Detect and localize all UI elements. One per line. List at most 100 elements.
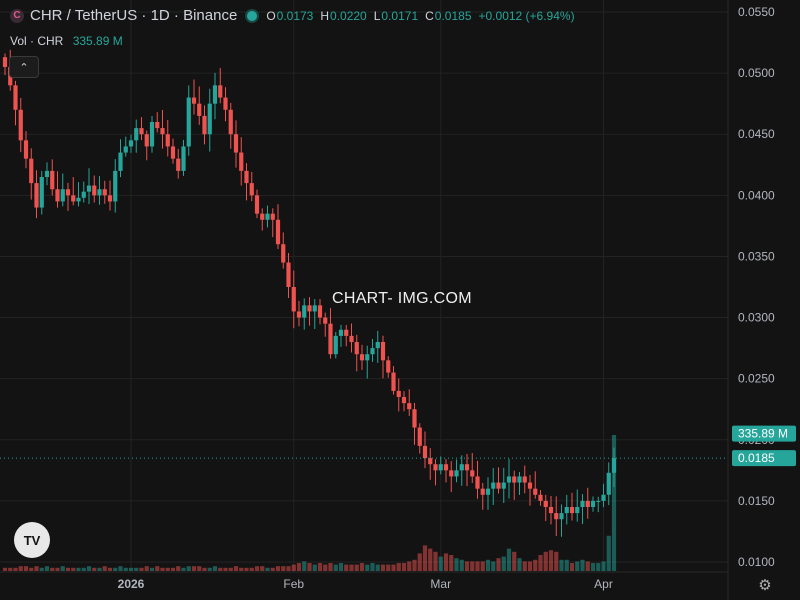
candle-body bbox=[55, 189, 60, 202]
candle-body bbox=[475, 476, 480, 489]
candle-body bbox=[438, 464, 443, 471]
candle-body bbox=[176, 158, 181, 171]
volume-bar bbox=[291, 564, 296, 571]
candle-body bbox=[480, 488, 485, 495]
candle-body bbox=[307, 305, 312, 312]
candle-body bbox=[170, 146, 176, 159]
candle-body bbox=[254, 195, 260, 214]
candle-body bbox=[34, 183, 39, 208]
symbol-title[interactable]: CHR / TetherUS · 1D · Binance bbox=[30, 7, 238, 24]
candle-body bbox=[501, 482, 506, 489]
volume-bar bbox=[118, 566, 123, 571]
candle-body bbox=[286, 262, 291, 287]
volume-bar bbox=[176, 566, 181, 571]
candle-body bbox=[386, 360, 391, 373]
candle-body bbox=[249, 183, 254, 196]
tradingview-logo-icon[interactable]: TV bbox=[14, 522, 50, 558]
volume-bar bbox=[564, 559, 569, 571]
candle-body bbox=[97, 189, 102, 196]
candle-body bbox=[564, 507, 569, 514]
candle-body bbox=[391, 372, 396, 391]
volume-bar bbox=[480, 561, 485, 571]
candle-body bbox=[338, 329, 344, 336]
volume-bar bbox=[39, 567, 44, 571]
candle-body bbox=[401, 397, 407, 404]
volume-bar bbox=[260, 566, 265, 571]
volume-bar bbox=[491, 561, 496, 571]
candle-body bbox=[71, 195, 76, 202]
x-tick-label: Feb bbox=[283, 577, 304, 591]
volume-bar bbox=[333, 564, 338, 571]
candle-body bbox=[407, 403, 412, 410]
volume-bar bbox=[18, 566, 23, 571]
candle-body bbox=[13, 85, 18, 110]
y-tick-label: 0.0400 bbox=[738, 188, 775, 202]
candle-body bbox=[443, 464, 449, 471]
candle-body bbox=[86, 185, 92, 192]
candle-body bbox=[606, 472, 611, 495]
candle-body bbox=[296, 311, 302, 318]
volume-bar bbox=[223, 567, 228, 571]
candle-body bbox=[543, 500, 548, 507]
x-tick-label: Mar bbox=[430, 577, 451, 591]
volume-bar bbox=[212, 566, 218, 571]
candle-body bbox=[470, 470, 475, 477]
y-tick-label: 0.0150 bbox=[738, 494, 775, 508]
volume-bar bbox=[191, 566, 197, 571]
volume-bar bbox=[506, 548, 512, 571]
candle-body bbox=[512, 476, 517, 483]
candle-body bbox=[65, 189, 71, 196]
volume-bar bbox=[76, 567, 81, 571]
volume-bar bbox=[275, 566, 281, 571]
candle-body bbox=[412, 409, 417, 428]
volume-bar bbox=[55, 567, 60, 571]
candle-body bbox=[60, 189, 65, 202]
volume-bar bbox=[606, 535, 611, 571]
volume-bar bbox=[522, 561, 527, 571]
volume-bar bbox=[417, 553, 422, 571]
candle-body bbox=[580, 500, 585, 507]
chr-logo-icon: C bbox=[10, 8, 24, 23]
volume-bar bbox=[113, 567, 118, 571]
volume-bar bbox=[323, 564, 328, 571]
candle-body bbox=[596, 500, 601, 502]
volume-bar bbox=[559, 559, 564, 571]
candle-body bbox=[239, 152, 244, 171]
candle-body bbox=[155, 122, 160, 129]
collapse-legend-button[interactable]: ⌃ bbox=[9, 56, 39, 78]
volume-bar bbox=[501, 556, 506, 571]
volume-bar bbox=[370, 563, 375, 571]
volume-bar bbox=[239, 567, 244, 571]
volume-bar bbox=[202, 567, 207, 571]
watermark: CHART- IMG.COM bbox=[332, 290, 472, 307]
volume-bar bbox=[470, 561, 475, 571]
volume-bar bbox=[543, 551, 548, 571]
volume-bar bbox=[50, 567, 55, 571]
volume-bar bbox=[123, 567, 128, 571]
open-label: O bbox=[266, 8, 276, 23]
candle-body bbox=[92, 185, 97, 196]
candle-body bbox=[433, 464, 438, 471]
volume-bar bbox=[92, 567, 97, 571]
close-label: C bbox=[425, 8, 434, 23]
market-status-icon[interactable] bbox=[247, 10, 258, 21]
candle-body bbox=[218, 85, 223, 98]
candle-body bbox=[160, 128, 165, 135]
volume-bar bbox=[244, 567, 249, 571]
candle-body bbox=[39, 177, 44, 208]
volume-bar bbox=[265, 567, 270, 571]
volume-bar bbox=[281, 566, 286, 571]
candle-body bbox=[333, 335, 338, 355]
volume-bar bbox=[302, 561, 307, 571]
volume-bar bbox=[443, 553, 449, 571]
candle-body bbox=[365, 354, 370, 361]
gear-icon[interactable]: ⚙ bbox=[758, 577, 772, 594]
candle-body bbox=[76, 197, 81, 202]
volume-bar bbox=[338, 563, 344, 571]
volume-bar bbox=[344, 564, 349, 571]
volume-bar bbox=[307, 563, 312, 571]
candle-body bbox=[554, 513, 559, 520]
candle-body bbox=[349, 335, 354, 342]
volume-label[interactable]: Vol · CHR bbox=[10, 34, 64, 48]
